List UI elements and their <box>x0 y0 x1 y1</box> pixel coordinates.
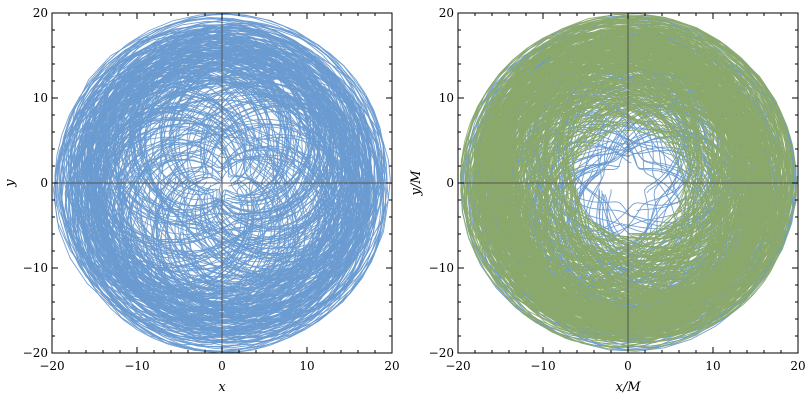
trajectory-curve <box>128 54 332 220</box>
x-tick-label: −10 <box>530 359 555 373</box>
trajectory-curve <box>122 123 349 325</box>
trajectory-curve <box>83 32 379 332</box>
trajectory-curve <box>69 26 368 314</box>
trajectory-curve <box>114 23 386 321</box>
trajectory-curve <box>65 77 366 347</box>
trajectory-curve <box>540 67 779 317</box>
trajectory-curve <box>504 19 789 336</box>
left-trajectory-plot: −20 −10 0 10 20 −20 −10 0 10 20 x y <box>3 6 400 395</box>
trajectory-curve <box>78 44 320 325</box>
trajectory-curve <box>74 17 383 334</box>
trajectory-curve <box>149 39 369 281</box>
trajectory-curve <box>522 43 765 269</box>
left-x-axis-label: x <box>218 380 226 395</box>
left-y-axis-label: y <box>3 179 18 188</box>
y-tick-label: −20 <box>429 346 454 360</box>
y-tick-label: −20 <box>23 346 48 360</box>
trajectory-curve <box>498 54 744 301</box>
y-tick-label: 0 <box>40 176 48 190</box>
x-tick-label: 0 <box>624 359 632 373</box>
y-tick-label: −10 <box>23 261 48 275</box>
trajectory-curve <box>480 27 789 348</box>
trajectory-curve <box>101 19 355 228</box>
right-ticks: −20 −10 0 10 20 −20 −10 0 10 20 <box>429 6 806 373</box>
right-x-axis-label: x/M <box>615 380 641 395</box>
y-tick-label: 10 <box>33 91 48 105</box>
trajectory-curve <box>468 57 780 340</box>
y-tick-label: 20 <box>33 6 48 20</box>
trajectory-curve <box>103 57 351 306</box>
x-tick-label: 20 <box>790 359 805 373</box>
trajectory-curve <box>93 54 342 303</box>
trajectory-curve <box>150 77 357 301</box>
right-trajectory-curves <box>459 13 798 352</box>
trajectory-curve <box>469 30 761 330</box>
left-origin-axes <box>52 13 392 353</box>
trajectory-curve <box>178 47 386 314</box>
trajectory-curve <box>487 28 777 321</box>
right-trajectory-plot: −20 −10 0 10 20 −20 −10 0 10 20 x/M y/M <box>409 6 806 395</box>
trajectory-curve <box>111 156 338 333</box>
x-tick-label: 20 <box>384 359 399 373</box>
left-trajectory-curves <box>53 13 391 353</box>
trajectory-curve <box>491 52 720 321</box>
y-tick-label: 0 <box>446 176 454 190</box>
trajectory-curve <box>88 129 344 343</box>
trajectory-curve <box>500 85 728 312</box>
x-tick-label: 10 <box>705 359 720 373</box>
trajectory-curve <box>85 111 331 324</box>
x-tick-label: −10 <box>124 359 149 373</box>
x-tick-label: 10 <box>299 359 314 373</box>
x-tick-label: −20 <box>39 359 64 373</box>
trajectory-curve <box>508 74 784 342</box>
y-tick-label: 20 <box>439 6 454 20</box>
x-tick-label: 0 <box>218 359 226 373</box>
trajectory-curve <box>142 62 371 323</box>
trajectory-curve <box>90 52 312 268</box>
right-origin-axes <box>458 13 798 353</box>
right-y-axis-label: y/M <box>409 170 424 197</box>
trajectory-curve <box>475 69 769 332</box>
trajectory-curve <box>495 37 789 333</box>
y-tick-label: −10 <box>429 261 454 275</box>
x-tick-label: −20 <box>445 359 470 373</box>
y-tick-label: 10 <box>439 91 454 105</box>
left-ticks: −20 −10 0 10 20 −20 −10 0 10 20 <box>23 6 400 373</box>
trajectory-curve <box>500 41 765 307</box>
trajectory-curve <box>496 66 786 338</box>
